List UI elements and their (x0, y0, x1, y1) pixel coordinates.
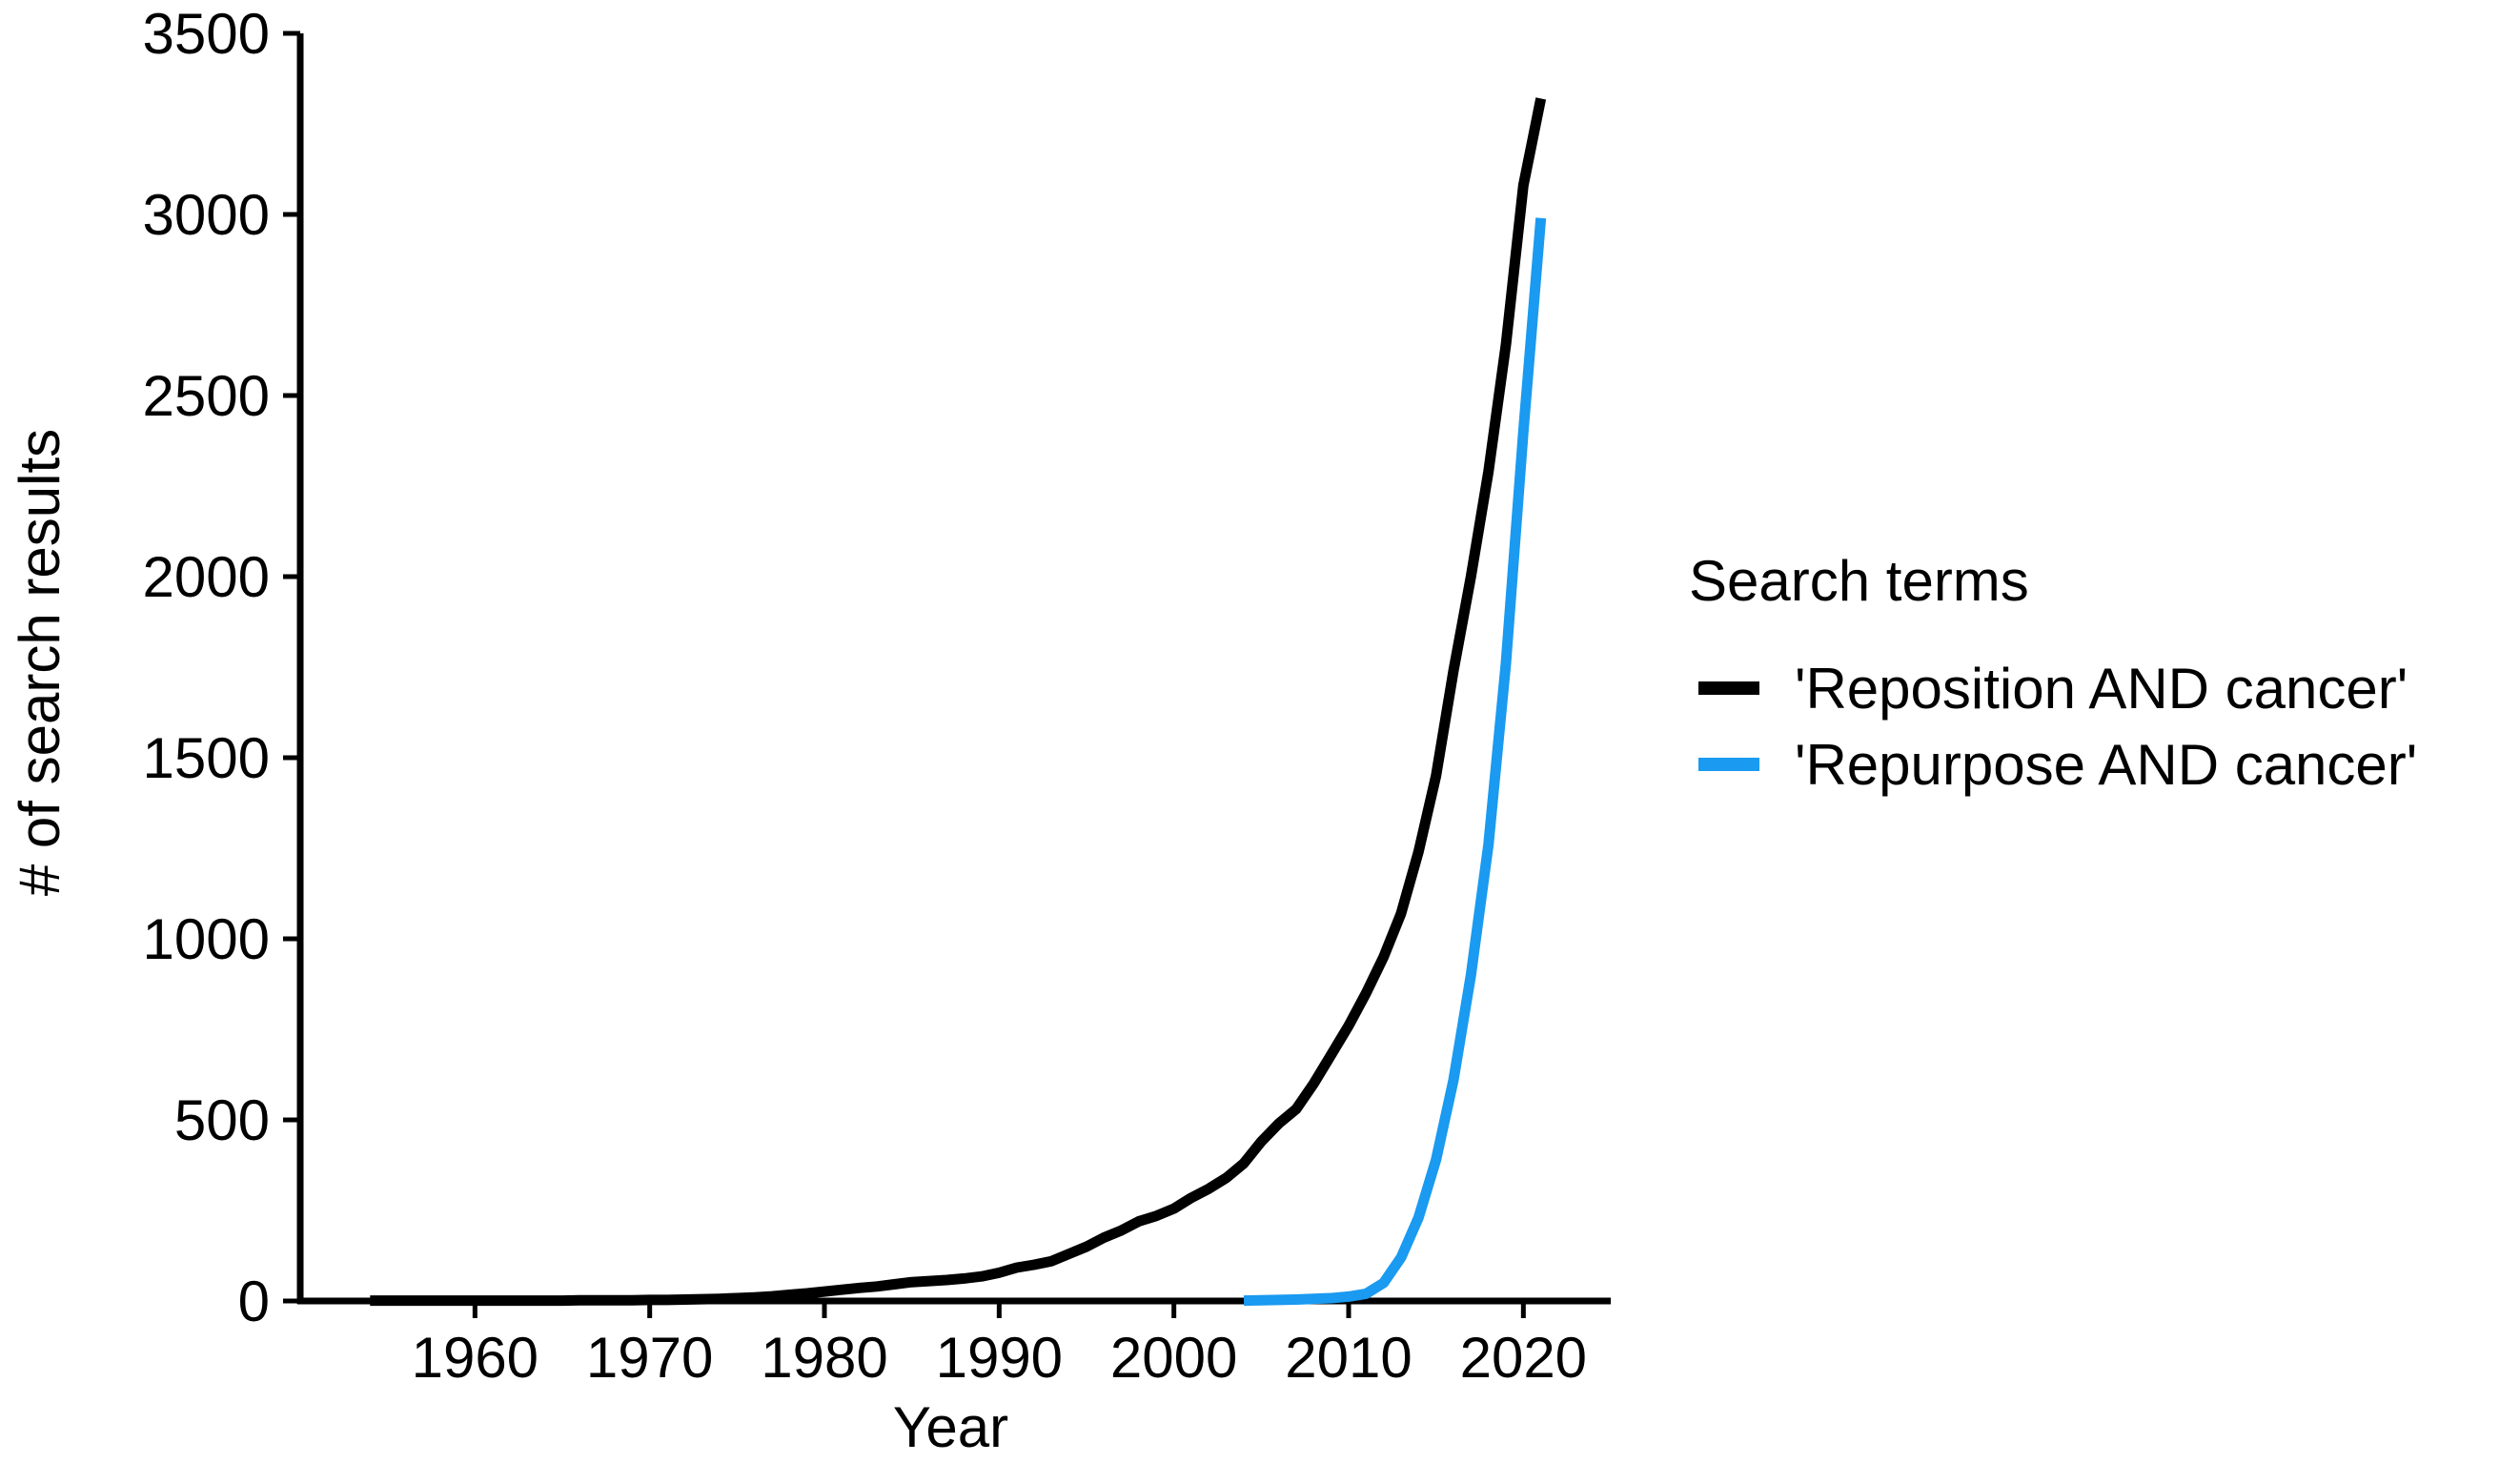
y-tick-label: 500 (174, 1088, 270, 1152)
y-tick-label: 2500 (143, 364, 270, 428)
y-tick-label: 1500 (143, 726, 270, 790)
y-tick-label: 1000 (143, 907, 270, 971)
series-lines (370, 97, 1547, 1307)
series-line-2 (1243, 217, 1547, 1307)
y-tick-label: 3500 (143, 2, 270, 66)
x-tick-label: 1960 (412, 1326, 539, 1390)
x-ticks: 1960 1970 1980 1990 2000 2010 2020 (412, 1301, 1587, 1390)
legend-label: 'Repurpose AND cancer' (1795, 733, 2417, 797)
legend: Search terms 'Reposition AND cancer''Rep… (1689, 549, 2417, 797)
x-axis-title: Year (893, 1395, 1008, 1459)
x-tick-label: 2020 (1460, 1326, 1587, 1390)
y-tick-label: 0 (238, 1270, 270, 1333)
legend-title: Search terms (1689, 549, 2029, 613)
y-axis-title: # of search results (8, 429, 71, 896)
series-line-1 (370, 97, 1547, 1307)
axes: 1960 1970 1980 1990 2000 2010 2020 0 500 1000 150… (143, 2, 1611, 1390)
y-tick-label: 3000 (143, 183, 270, 247)
legend-items: 'Reposition AND cancer' 'Repurpose AND ca… (1698, 657, 2417, 797)
x-tick-label: 1990 (936, 1326, 1063, 1390)
legend-label: 'Reposition AND cancer' (1795, 657, 2408, 721)
y-ticks: 0 500 1000 1500 2000 2500 3000 3500 (143, 2, 300, 1333)
y-tick-label: 2000 (143, 545, 270, 609)
x-tick-label: 1980 (761, 1326, 887, 1390)
x-tick-label: 2010 (1285, 1326, 1412, 1390)
x-tick-label: 1970 (586, 1326, 713, 1390)
x-tick-label: 2000 (1110, 1326, 1237, 1390)
